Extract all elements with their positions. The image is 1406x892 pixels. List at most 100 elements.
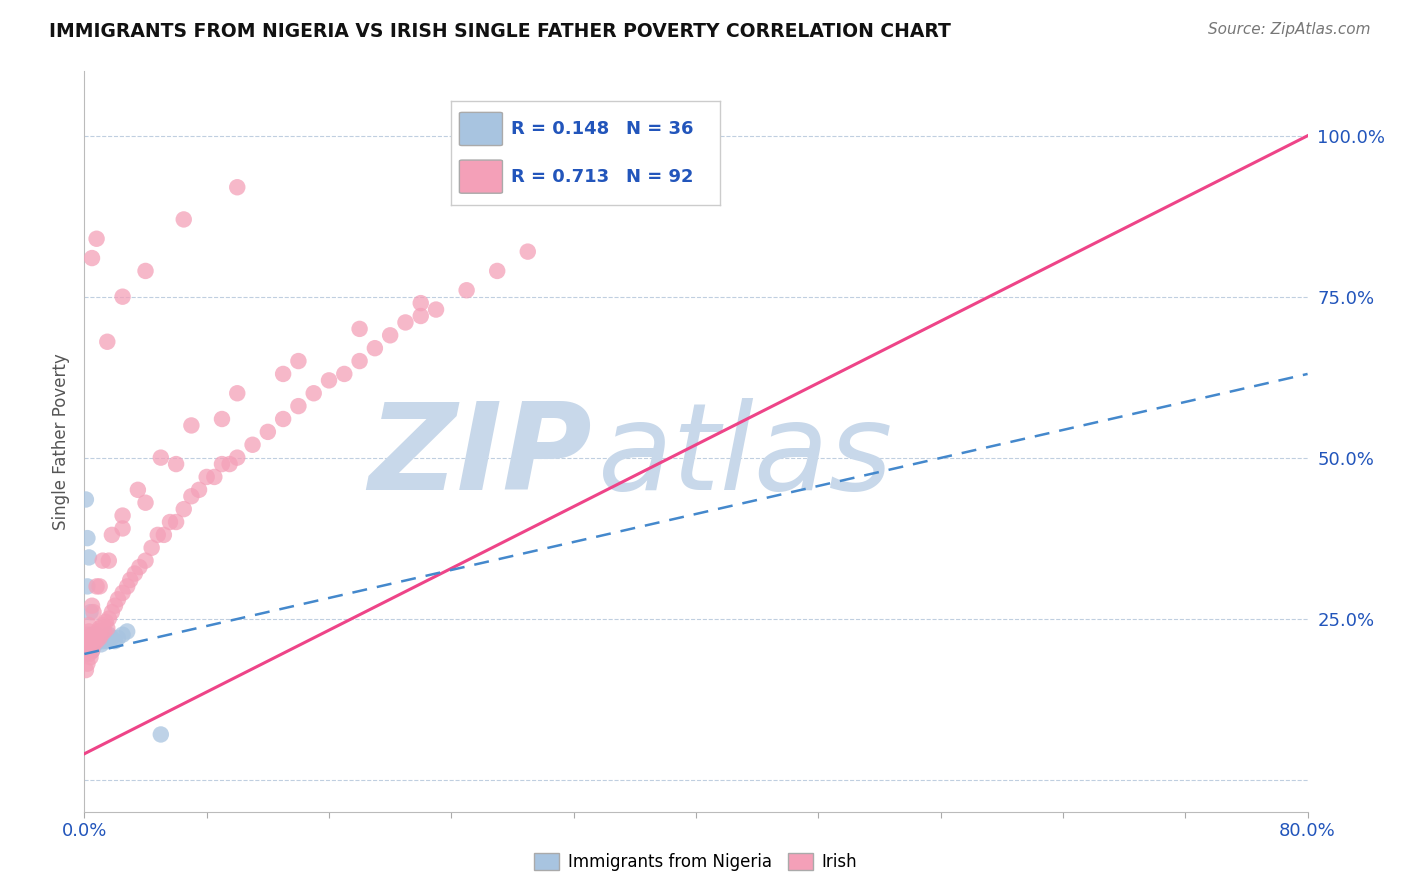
Point: [115, 579, 138, 593]
Y-axis label: Single Father Poverty: Single Father Poverty: [52, 353, 70, 530]
Text: Source: ZipAtlas.com: Source: ZipAtlas.com: [1208, 22, 1371, 37]
Point: [135, 264, 157, 278]
Point: [226, 180, 249, 194]
Point: [516, 244, 538, 259]
Point: [135, 554, 157, 568]
Text: atlas: atlas: [598, 398, 893, 515]
Point: [79, 650, 101, 665]
Point: [79, 634, 101, 648]
Point: [83, 637, 105, 651]
Point: [302, 386, 325, 401]
Point: [226, 386, 249, 401]
Point: [97, 554, 120, 568]
Point: [211, 412, 233, 426]
Point: [188, 483, 211, 497]
Point: [84, 637, 107, 651]
Point: [287, 399, 309, 413]
Point: [97, 611, 120, 625]
Point: [486, 264, 509, 278]
Point: [91, 554, 114, 568]
Point: [89, 621, 111, 635]
Point: [89, 631, 111, 645]
Point: [79, 631, 101, 645]
Point: [86, 232, 108, 246]
Point: [76, 634, 98, 648]
Point: [153, 528, 176, 542]
Point: [128, 560, 150, 574]
Point: [80, 634, 103, 648]
Point: [111, 586, 134, 600]
Point: [89, 579, 111, 593]
Point: [173, 502, 195, 516]
Point: [409, 296, 432, 310]
Point: [127, 483, 149, 497]
Point: [77, 550, 100, 565]
Point: [394, 315, 416, 329]
Point: [76, 531, 98, 545]
Point: [120, 573, 142, 587]
Point: [111, 290, 134, 304]
Point: [75, 663, 97, 677]
Point: [107, 631, 129, 645]
Point: [91, 618, 114, 632]
Point: [124, 566, 146, 581]
Point: [77, 631, 100, 645]
Point: [104, 599, 127, 613]
Point: [195, 470, 218, 484]
Point: [218, 457, 240, 471]
Point: [75, 492, 97, 507]
Point: [86, 628, 108, 642]
Point: [90, 637, 112, 651]
Point: [364, 341, 387, 355]
Point: [84, 631, 107, 645]
Point: [97, 628, 120, 642]
Point: [86, 579, 108, 593]
Legend: Immigrants from Nigeria, Irish: Immigrants from Nigeria, Irish: [527, 846, 865, 878]
Point: [75, 647, 97, 661]
Point: [86, 634, 108, 648]
Point: [87, 634, 110, 648]
Point: [76, 657, 98, 671]
Point: [141, 541, 163, 555]
Point: [685, 128, 707, 143]
Point: [257, 425, 280, 439]
Point: [104, 634, 127, 648]
Point: [79, 605, 101, 619]
Point: [76, 634, 98, 648]
Point: [87, 624, 110, 639]
Point: [271, 367, 294, 381]
Point: [76, 631, 98, 645]
Point: [242, 438, 264, 452]
Point: [146, 528, 169, 542]
Point: [349, 354, 371, 368]
Point: [107, 592, 129, 607]
Point: [111, 628, 134, 642]
Point: [91, 634, 114, 648]
Point: [425, 302, 447, 317]
Point: [90, 628, 112, 642]
Point: [80, 628, 103, 642]
Point: [77, 647, 100, 661]
Point: [409, 309, 432, 323]
Point: [80, 644, 103, 658]
Point: [101, 631, 124, 645]
Point: [180, 489, 202, 503]
Point: [180, 418, 202, 433]
Point: [77, 637, 100, 651]
Point: [96, 334, 118, 349]
Point: [93, 624, 115, 639]
Point: [77, 640, 100, 655]
Point: [287, 354, 309, 368]
Point: [349, 322, 371, 336]
Point: [79, 637, 101, 651]
Point: [111, 521, 134, 535]
Point: [516, 135, 538, 149]
Point: [318, 373, 340, 387]
Point: [111, 508, 134, 523]
Point: [271, 412, 294, 426]
Point: [75, 644, 97, 658]
Point: [76, 631, 98, 645]
Point: [101, 605, 124, 619]
Point: [83, 631, 105, 645]
Point: [94, 615, 117, 629]
